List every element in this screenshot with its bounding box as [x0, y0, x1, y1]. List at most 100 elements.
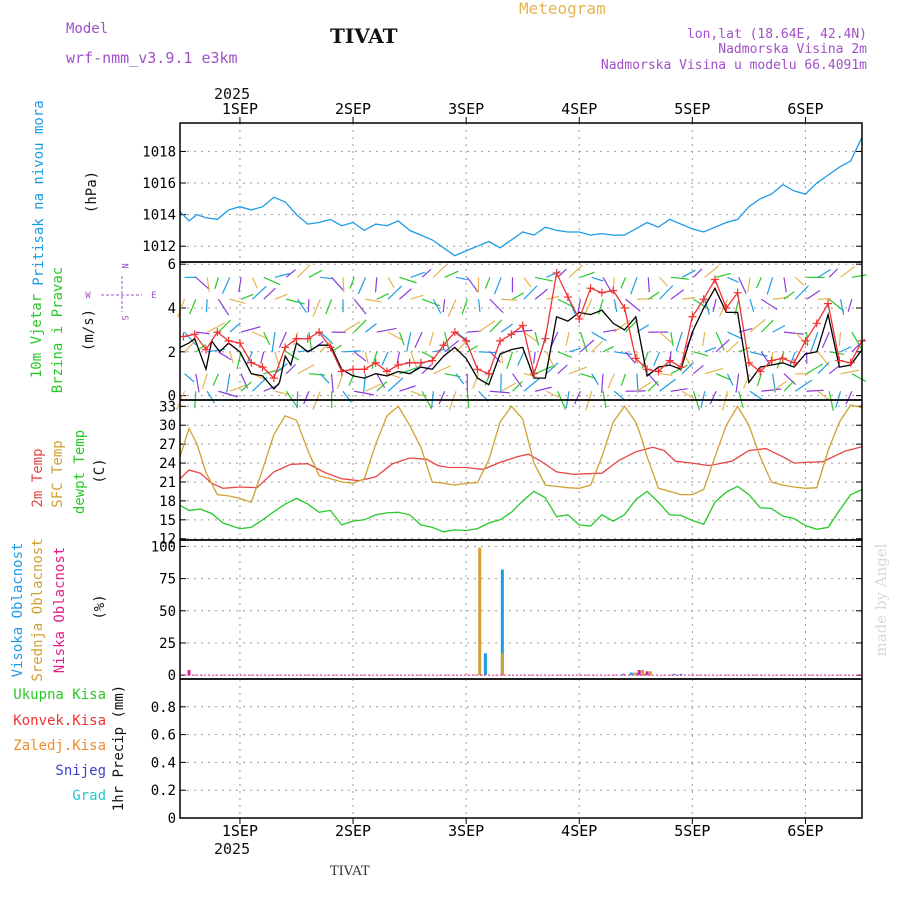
y-tick-label: 30 [159, 418, 176, 434]
wind-arrow [817, 268, 831, 278]
temperature-panel: 12 15 18 21 24 27 30 33 [159, 399, 863, 548]
wind-arrow [177, 299, 186, 318]
wind-arrow [387, 331, 404, 341]
wind-arrow [376, 327, 397, 333]
gust-marker [235, 339, 244, 348]
wind-arrow [580, 373, 596, 379]
legend-graupel: Grad [72, 788, 106, 804]
wind-arrow [410, 294, 424, 300]
wind-arrow [297, 349, 310, 353]
wind-arrow [828, 268, 839, 278]
precip-legend: Ukupna Kisa Konvek.Kisa Zaledj.Kisa Snij… [13, 685, 127, 811]
wind-arrow [421, 364, 432, 375]
wind-arrow [557, 364, 568, 375]
wind-arrow [625, 351, 636, 364]
gust-marker [699, 295, 708, 304]
wind-arrow [342, 350, 361, 353]
wind-arrow [726, 373, 734, 386]
wind-arrow [206, 390, 216, 404]
cloud-bar [621, 673, 625, 676]
wind-arrow [477, 299, 481, 313]
wind-arrow [297, 298, 307, 313]
wind-arrow [806, 289, 821, 300]
cloud-bar [187, 669, 191, 676]
wind-arrow [512, 329, 533, 333]
cloud-bar [672, 673, 676, 676]
wind-arrow [783, 373, 797, 386]
wind-arrow [229, 351, 234, 364]
wind-arrow [212, 373, 220, 386]
wind-arrow [353, 351, 367, 362]
bottom-tick-label: 6SEP [787, 822, 823, 840]
gust-marker [767, 356, 776, 365]
temp-ylabel-unit: (C) [92, 458, 108, 483]
wind-arrow [365, 298, 382, 303]
wind-panel: 0 2 4 6 [168, 257, 867, 411]
gust-marker [812, 319, 821, 328]
cloud-bar [500, 569, 504, 676]
wind-arrow [726, 341, 739, 353]
wind-arrow [303, 391, 310, 405]
cloud-panel: 0 25 50 75 100 [151, 539, 863, 684]
wind-arrow [381, 351, 389, 366]
wind-arrow [789, 351, 796, 367]
wind-arrow [229, 384, 246, 392]
wind-arrow [670, 364, 689, 375]
wind-arrow [647, 291, 660, 300]
station-title: TIVAT [330, 24, 398, 48]
wind-arrow [263, 276, 281, 286]
bottom-tick-label: 3SEP [448, 822, 484, 840]
wind-arrow [681, 362, 694, 375]
wind-arrow [591, 331, 607, 342]
gust-marker [439, 341, 448, 350]
cloud-bar [629, 672, 633, 676]
wind-arrow [353, 298, 367, 315]
wind-arrow [444, 270, 459, 278]
gust-marker [835, 356, 844, 365]
gust-marker [563, 293, 572, 302]
wind-arrow [749, 390, 762, 400]
wind-arrow [574, 390, 581, 405]
wind-arrow [577, 299, 581, 313]
wind-arrow [630, 277, 638, 295]
gust-marker [586, 284, 595, 293]
wind-arrow [285, 364, 296, 375]
y-tick-label: 75 [159, 572, 176, 588]
wind-arrow [365, 383, 382, 392]
gust-marker [575, 314, 584, 323]
temp-ylabel: 2m Temp SFC Temp dewpt Temp (C) [30, 430, 108, 514]
wind-arrow [607, 373, 615, 389]
wind-arrow [214, 277, 220, 289]
wind-arrow [534, 288, 548, 300]
wind-arrow [432, 298, 442, 314]
wind-arrow [591, 276, 604, 282]
pressure-frame [179, 122, 863, 263]
wind-arrow [410, 390, 425, 397]
wind-arrow [591, 373, 599, 386]
wind-ylabel-name: 10m Vjetar [29, 294, 45, 378]
wind-arrow [478, 320, 496, 333]
wind-arrow [206, 322, 226, 333]
gust-marker [326, 343, 335, 352]
wind-arrow [681, 390, 695, 400]
wind-arrow [647, 380, 659, 392]
wind-arrow [398, 331, 405, 346]
wind-arrow [466, 276, 479, 293]
wind-arrow [828, 391, 835, 411]
wind-arrow [387, 285, 403, 300]
gust-marker [394, 360, 403, 369]
gust-marker [790, 358, 799, 367]
y-tick-label: 0.4 [151, 755, 176, 771]
cloud-bar [633, 672, 637, 676]
wind-arrow [438, 390, 446, 405]
gust-marker [405, 358, 414, 367]
gust-marker [281, 343, 290, 352]
cloud-ylabel-high: Visoka Oblacnost [10, 543, 26, 678]
gust-marker [722, 304, 731, 312]
wind-arrow [500, 323, 514, 333]
elevation-label: Nadmorska Visina 2m [718, 42, 867, 57]
wind-arrow [455, 276, 468, 281]
wind-arrow [354, 390, 374, 396]
wind-ylabel: 10m Vjetar Brzina i Pravac (m/s) [29, 267, 97, 393]
model-label: Model [66, 21, 108, 37]
